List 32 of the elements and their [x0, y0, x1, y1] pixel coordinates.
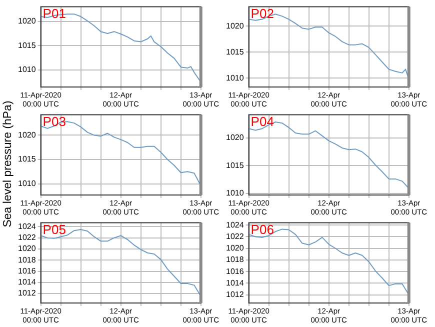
- y-tick-label: 1014: [18, 278, 36, 287]
- y-tick-label: 1010: [226, 73, 244, 82]
- y-tick-label: 1016: [226, 266, 244, 276]
- y-tick-label: 1012: [226, 290, 244, 300]
- y-tick-label: 1010: [18, 65, 36, 74]
- chart-title: P05: [42, 222, 66, 237]
- y-tick-label: 1020: [18, 130, 36, 140]
- y-tick-label: 1012: [18, 288, 36, 298]
- y-tick-label: 1022: [18, 233, 36, 242]
- y-tick-label: 1014: [226, 278, 244, 288]
- y-tick-label: 1018: [18, 255, 36, 264]
- y-tick-label: 1020: [226, 244, 244, 253]
- chart-title: P04: [250, 114, 274, 129]
- y-tick-label: 1015: [18, 154, 36, 164]
- y-tick-label: 1015: [226, 47, 244, 56]
- y-tick-label: 1018: [226, 255, 244, 264]
- y-tick-label: 1015: [18, 40, 36, 50]
- y-tick-label: 1020: [226, 133, 244, 142]
- y-tick-label: 1016: [18, 266, 36, 276]
- y-tick-label: 1015: [226, 160, 244, 170]
- y-axis-title: Sea level pressure (hPa): [2, 100, 14, 228]
- y-tick-label: 1020: [226, 21, 244, 30]
- y-tick-label: 1024: [18, 222, 36, 231]
- y-tick-label: 1010: [18, 179, 36, 188]
- chart-title: P06: [250, 222, 274, 237]
- y-tick-label: 1010: [226, 188, 244, 198]
- chart-title: P02: [250, 6, 274, 21]
- y-tick-label: 1020: [18, 16, 36, 26]
- y-tick-label: 1020: [18, 244, 36, 254]
- y-tick-label: 1024: [226, 220, 244, 230]
- chart-title: P03: [42, 114, 66, 129]
- y-tick-label: 1022: [226, 232, 244, 241]
